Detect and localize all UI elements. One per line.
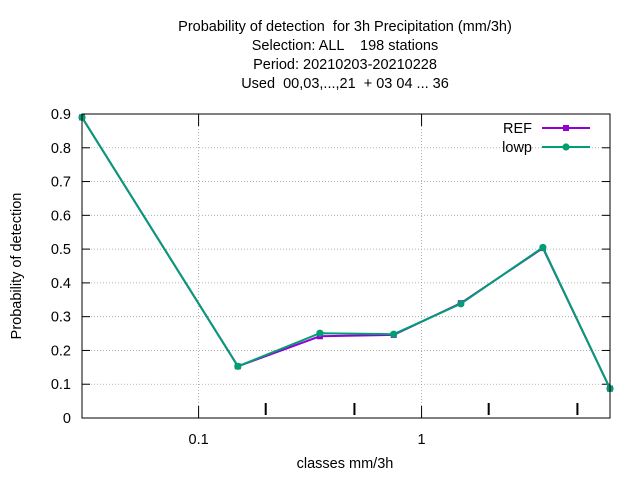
y-tick-label: 0.2 bbox=[51, 343, 71, 359]
x-axis-label: classes mm/3h bbox=[296, 456, 394, 472]
y-tick-label: 0.7 bbox=[51, 175, 71, 191]
y-tick-label: 0.6 bbox=[51, 208, 71, 224]
series-line-lowp bbox=[81, 116, 611, 390]
series-line-REF bbox=[81, 116, 611, 390]
y-tick-label: 0.9 bbox=[51, 107, 71, 123]
legend-marker-lowp bbox=[562, 143, 570, 151]
data-point-lowp bbox=[316, 329, 324, 337]
tick-labels: 0 0.1 0.2 0.3 0.4 0.5 0.6 0.7 0.8 0.9 0.1 1 bbox=[51, 107, 426, 448]
legend-label-REF: REF bbox=[503, 121, 532, 137]
chart-title-line-3: Period: 20210203-20210228 bbox=[253, 57, 437, 73]
x-tick-label: 1 bbox=[418, 432, 426, 448]
chart-title-line-2: Selection: ALL 198 stations bbox=[251, 38, 439, 54]
chart-title-line-4: Used 00,03,...,21 + 03 04 ... 36 bbox=[241, 76, 449, 92]
x-tick-label: 0.1 bbox=[189, 432, 209, 448]
y-tick-label: 0.5 bbox=[51, 242, 71, 258]
plot-frame bbox=[81, 113, 611, 419]
data-point-lowp bbox=[234, 362, 242, 370]
y-tick-label: 0.8 bbox=[51, 141, 71, 157]
legend: REF lowp bbox=[502, 121, 590, 156]
y-tick-label: 0.1 bbox=[51, 377, 71, 393]
grid-lines bbox=[82, 114, 610, 418]
chart-title-line-1: Probability of detection for 3h Precipit… bbox=[178, 19, 512, 35]
y-tick-label: 0 bbox=[63, 411, 71, 427]
y-tick-label: 0.3 bbox=[51, 310, 71, 326]
data-point-lowp bbox=[457, 300, 465, 308]
legend-label-lowp: lowp bbox=[502, 140, 532, 156]
data-point-lowp bbox=[390, 330, 398, 338]
legend-marker-REF bbox=[563, 125, 569, 131]
axis-ticks bbox=[82, 113, 610, 419]
data-point-lowp bbox=[539, 243, 547, 252]
y-tick-label: 0.4 bbox=[51, 276, 71, 292]
